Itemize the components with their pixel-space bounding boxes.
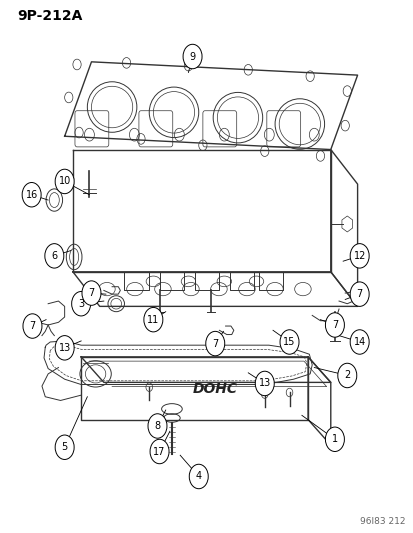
Circle shape	[189, 464, 208, 489]
Text: 4: 4	[195, 472, 201, 481]
Circle shape	[144, 308, 162, 332]
Circle shape	[255, 371, 273, 395]
Circle shape	[349, 244, 368, 268]
Circle shape	[23, 314, 42, 338]
Circle shape	[337, 364, 356, 387]
Circle shape	[183, 44, 202, 69]
Text: DOHC: DOHC	[192, 382, 237, 396]
Text: 7: 7	[356, 289, 362, 299]
Circle shape	[325, 427, 344, 451]
Circle shape	[205, 332, 224, 356]
Text: 13: 13	[258, 378, 270, 389]
Text: 17: 17	[153, 447, 165, 456]
Circle shape	[55, 336, 74, 360]
Text: 7: 7	[88, 288, 94, 298]
Text: 11: 11	[147, 314, 159, 325]
Circle shape	[349, 282, 368, 306]
Text: 8: 8	[154, 421, 160, 431]
Circle shape	[349, 330, 368, 354]
Circle shape	[45, 244, 64, 268]
Circle shape	[55, 169, 74, 193]
Circle shape	[150, 439, 169, 464]
Text: 96I83 212: 96I83 212	[358, 517, 404, 526]
Text: 7: 7	[211, 338, 218, 349]
Text: 7: 7	[331, 320, 337, 330]
Text: 6: 6	[51, 251, 57, 261]
Text: 5: 5	[62, 442, 68, 452]
Text: 9: 9	[189, 52, 195, 61]
Text: 13: 13	[58, 343, 71, 353]
Text: 14: 14	[353, 337, 365, 347]
Circle shape	[71, 292, 90, 316]
Text: 15: 15	[282, 337, 295, 347]
Text: 16: 16	[26, 190, 38, 200]
Text: 3: 3	[78, 298, 84, 309]
Circle shape	[82, 281, 101, 305]
Circle shape	[22, 182, 41, 207]
Circle shape	[147, 414, 166, 438]
Circle shape	[325, 313, 344, 337]
Text: 2: 2	[343, 370, 349, 381]
Text: 7: 7	[29, 321, 36, 331]
Circle shape	[55, 435, 74, 459]
Circle shape	[279, 330, 298, 354]
Text: 9P-212A: 9P-212A	[17, 9, 82, 23]
Text: 12: 12	[353, 251, 365, 261]
Text: 10: 10	[58, 176, 71, 187]
Text: 1: 1	[331, 434, 337, 445]
